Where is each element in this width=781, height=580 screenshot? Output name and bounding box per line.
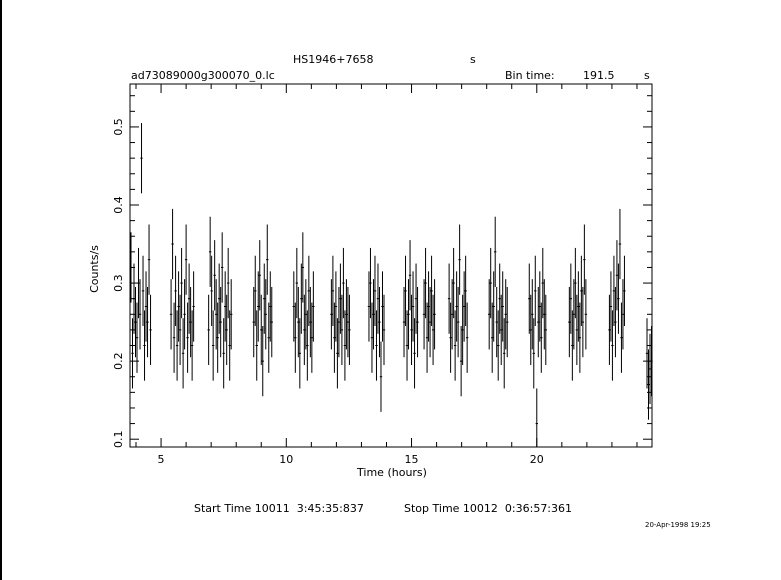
x-tick-label: 10 — [279, 453, 293, 466]
x-tick-label: 15 — [405, 453, 419, 466]
start-time: Start Time 10011 3:45:35:837 — [194, 502, 364, 515]
plot-timestamp: 20-Apr-1998 19:25 — [645, 521, 711, 529]
y-axis-label: Counts/s — [88, 245, 101, 293]
y-tick-label: 0.1 — [112, 430, 125, 448]
x-axis-label: Time (hours) — [356, 466, 427, 479]
left-edge-rule — [0, 0, 2, 580]
file-name: ad73089000g300070_0.lc — [131, 69, 275, 82]
plot-border — [129, 83, 653, 448]
bin-time-value: 191.5 — [583, 69, 615, 82]
axis-ticks — [130, 84, 652, 447]
axis-tick-labels: 5 10 15 20 0.1 0.2 0.3 0.4 0.5 — [112, 118, 544, 466]
error-bars — [129, 123, 653, 447]
stop-time: Stop Time 10012 0:36:57:361 — [404, 502, 573, 515]
y-tick-label: 0.4 — [112, 196, 125, 214]
x-tick-label: 5 — [158, 453, 165, 466]
bin-time-unit: s — [644, 69, 650, 82]
y-tick-label: 0.5 — [112, 118, 125, 136]
x-tick-label: 20 — [530, 453, 544, 466]
bin-time-label: Bin time: — [505, 69, 555, 82]
plot-frame — [129, 83, 653, 448]
y-tick-label: 0.3 — [112, 274, 125, 292]
y-tick-label: 0.2 — [112, 352, 125, 370]
object-name: HS1946+7658 — [293, 53, 374, 66]
object-suffix: s — [470, 53, 476, 66]
